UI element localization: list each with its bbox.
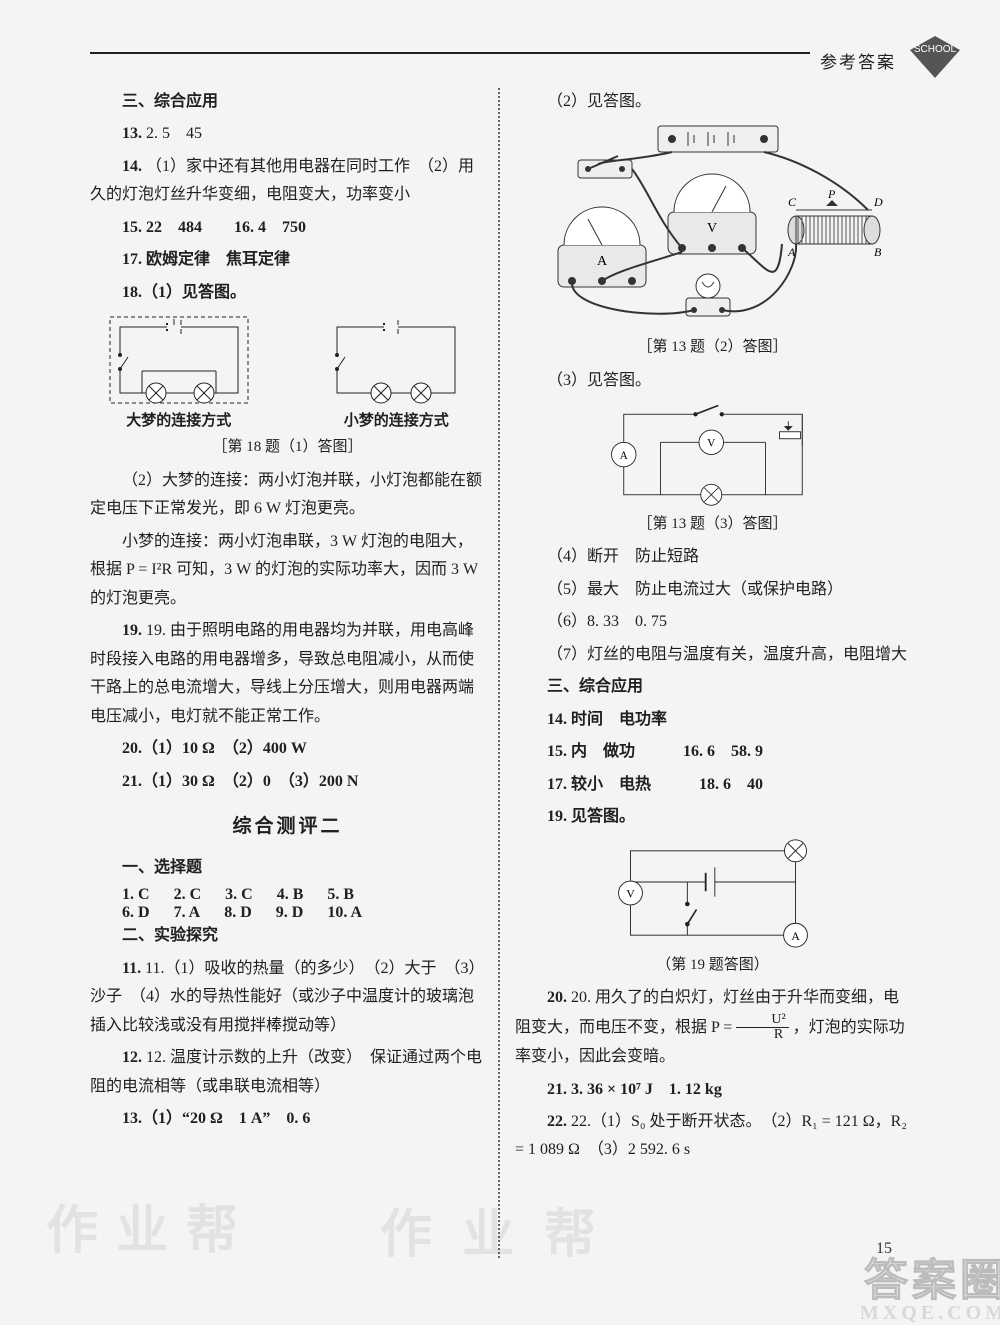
columns: 三、综合应用 13. 2. 5 45 14. （1）家中还有其他用电器在同时工作… (90, 88, 910, 1258)
svg-text:V: V (626, 886, 635, 900)
q15-16: 15. 22 484 16. 4 750 (90, 214, 485, 242)
fig-13-2-caption: ［第 13 题（2）答图］ (515, 334, 910, 361)
fig-13-3: A V (583, 402, 843, 507)
r-q15-16: 15. 内 做功 16. 6 58. 9 (515, 738, 910, 766)
q13-2: （2）见答图。 (515, 88, 910, 116)
page: 参考答案 SCHOOL 三、综合应用 13. 2. 5 45 14. （1）家中… (90, 48, 910, 1258)
q12: 12. 12. 温度计示数的上升（改变） 保证通过两个电阻的电流相等（或串联电流… (90, 1044, 485, 1101)
q13-4: （4）断开 防止短路 (515, 543, 910, 571)
q13-3: （3）见答图。 (515, 367, 910, 395)
svg-text:V: V (706, 221, 716, 236)
q20: 20.（1）10 Ω （2）400 W (90, 735, 485, 763)
r-q22: 22. 22.（1）S₀ 处于断开状态。 （2）R₁ = 121 Ω，R₂ = … (515, 1108, 910, 1165)
q21: 21.（1）30 Ω （2）0 （3）200 N (90, 768, 485, 796)
svg-text:C: C (788, 195, 797, 209)
school-badge: SCHOOL (900, 30, 970, 80)
r-q19: 19. 见答图。 (515, 803, 910, 831)
q13b: 13.（1）“20 Ω 1 A” 0. 6 (90, 1105, 485, 1133)
r-q20: 20. 20. 用久了的白炽灯，灯丝由于升华而变细，电阻变大，而电压不变，根据 … (515, 984, 910, 1071)
q14: 14. （1）家中还有其他用电器在同时工作 （2）用久的灯泡灯丝升华变细，电阻变… (90, 153, 485, 210)
q13-7: （7）灯丝的电阻与温度有关，温度升高，电阻增大 (515, 641, 910, 669)
svg-text:A: A (791, 928, 800, 942)
q19: 19. 19. 由于照明电路的用电器均为并联，用电高峰时段接入电路的用电器增多，… (90, 617, 485, 731)
r-q21: 21. 3. 36 × 10⁷ J 1. 12 kg (515, 1076, 910, 1104)
q11: 11. 11.（1）吸收的热量（的多少） （2）大于 （3）沙子 （4）水的导热… (90, 955, 485, 1040)
q13: 13. 2. 5 45 (90, 120, 485, 148)
sec2: 二、实验探究 (90, 922, 485, 950)
q18-1: 18.（1）见答图。 (90, 279, 485, 307)
fig-13-2: A V (538, 120, 888, 330)
svg-text:SCHOOL: SCHOOL (914, 44, 957, 55)
svg-text:B: B (874, 245, 882, 259)
sec3-r: 三、综合应用 (515, 673, 910, 701)
section-heading: 三、综合应用 (90, 88, 485, 116)
mcq-row1: 1. C 2. C 3. C 4. B 5. B (90, 886, 485, 904)
q18-2a: （2）大梦的连接：两小灯泡并联，小灯泡都能在额定电压下正常发光，即 6 W 灯泡… (90, 467, 485, 524)
q18-2b: 小梦的连接：两小灯泡串联，3 W 灯泡的电阻大，根据 P = I²R 可知，3 … (90, 528, 485, 613)
fig-18-left (104, 311, 254, 409)
svg-text:V: V (707, 437, 716, 449)
fig-18-right-caption: 小梦的连接方式 (308, 409, 486, 430)
q13-5: （5）最大 防止电流过大（或保护电路） (515, 576, 910, 604)
q17: 17. 欧姆定律 焦耳定律 (90, 246, 485, 274)
fig-19-caption: （第 19 题答图） (515, 952, 910, 979)
svg-text:A: A (596, 254, 607, 269)
page-number: 15 (876, 1240, 892, 1258)
svg-text:A: A (619, 450, 628, 462)
test2-title: 综合测评二 (90, 810, 485, 844)
fig-13-3-caption: ［第 13 题（3）答图］ (515, 511, 910, 538)
svg-text:D: D (873, 195, 883, 209)
r-q17-18: 17. 较小 电热 18. 6 40 (515, 771, 910, 799)
r-q14: 14. 时间 电功率 (515, 706, 910, 734)
q13-6: （6）8. 33 0. 75 (515, 608, 910, 636)
fig-19: V A (583, 838, 843, 948)
mcq-row2: 6. D 7. A 8. D 9. D 10. A (90, 904, 485, 922)
header-rule (90, 52, 810, 54)
left-column: 三、综合应用 13. 2. 5 45 14. （1）家中还有其他用电器在同时工作… (90, 88, 485, 1138)
right-column: （2）见答图。 A (515, 88, 910, 1169)
fig-18-pair: 大梦的连接方式 (90, 311, 485, 430)
fig-18-caption: ［第 18 题（1）答图］ (90, 434, 485, 461)
sec1: 一、选择题 (90, 854, 485, 882)
svg-text:P: P (827, 187, 836, 201)
fig-18-left-caption: 大梦的连接方式 (90, 409, 268, 430)
header-right: 参考答案 (820, 48, 896, 73)
fig-18-right (321, 311, 471, 409)
